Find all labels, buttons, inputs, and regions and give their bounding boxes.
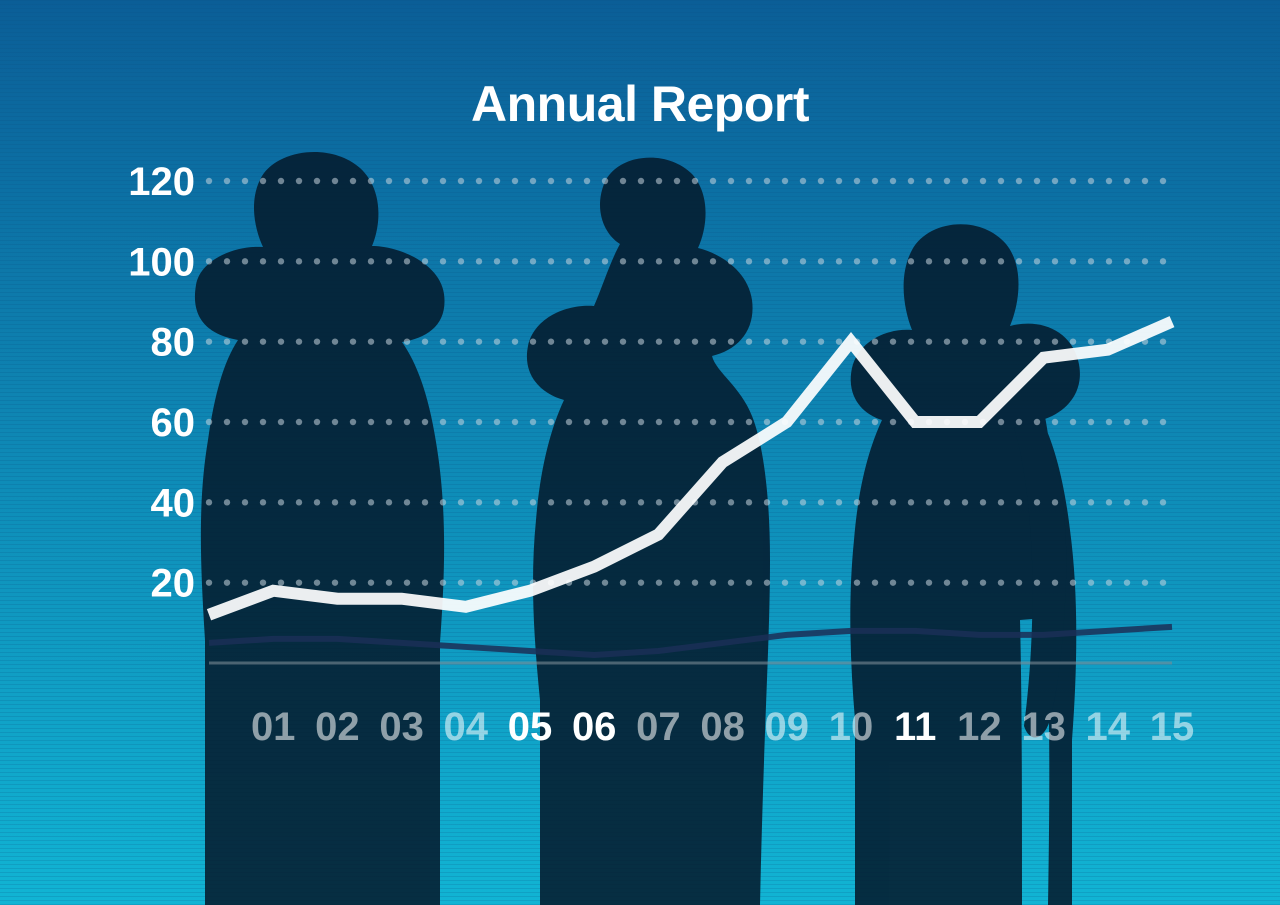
series-main <box>209 322 1172 615</box>
x-tick-label: 12 <box>957 705 1002 749</box>
x-tick-label: 03 <box>379 705 424 749</box>
x-tick-label: 07 <box>636 705 681 749</box>
y-tick-label: 120 <box>128 160 195 204</box>
x-tick-label: 04 <box>444 705 489 749</box>
chart: 20 40 60 80 100 120 01 02 03 04 05 06 07 08 09 10 11 12 1… <box>0 0 1280 905</box>
x-tick-label: 09 <box>765 705 810 749</box>
x-tick-label: 14 <box>1086 705 1131 749</box>
x-tick-label: 06 <box>572 705 617 749</box>
line-series-group <box>209 322 1172 655</box>
x-tick-label: 01 <box>251 705 296 749</box>
x-tick-label: 11 <box>894 705 936 749</box>
x-axis-labels: 01 02 03 04 05 06 07 08 09 10 11 12 13 14 15 <box>251 705 1194 749</box>
x-tick-label: 05 <box>508 705 553 749</box>
series-secondary <box>209 627 1172 655</box>
stage: Annual Report 20406080100120 01020304050… <box>0 0 1280 905</box>
y-tick-label: 100 <box>128 240 195 284</box>
x-tick-label: 02 <box>315 705 360 749</box>
y-tick-label: 40 <box>151 481 196 525</box>
y-tick-label: 60 <box>151 401 196 445</box>
x-tick-label: 10 <box>829 705 874 749</box>
x-tick-label: 08 <box>700 705 745 749</box>
y-tick-label: 20 <box>151 562 196 606</box>
x-tick-label: 15 <box>1150 705 1195 749</box>
y-axis-labels: 20 40 60 80 100 120 <box>128 160 195 606</box>
x-tick-label: 13 <box>1021 705 1066 749</box>
y-tick-label: 80 <box>151 321 196 365</box>
